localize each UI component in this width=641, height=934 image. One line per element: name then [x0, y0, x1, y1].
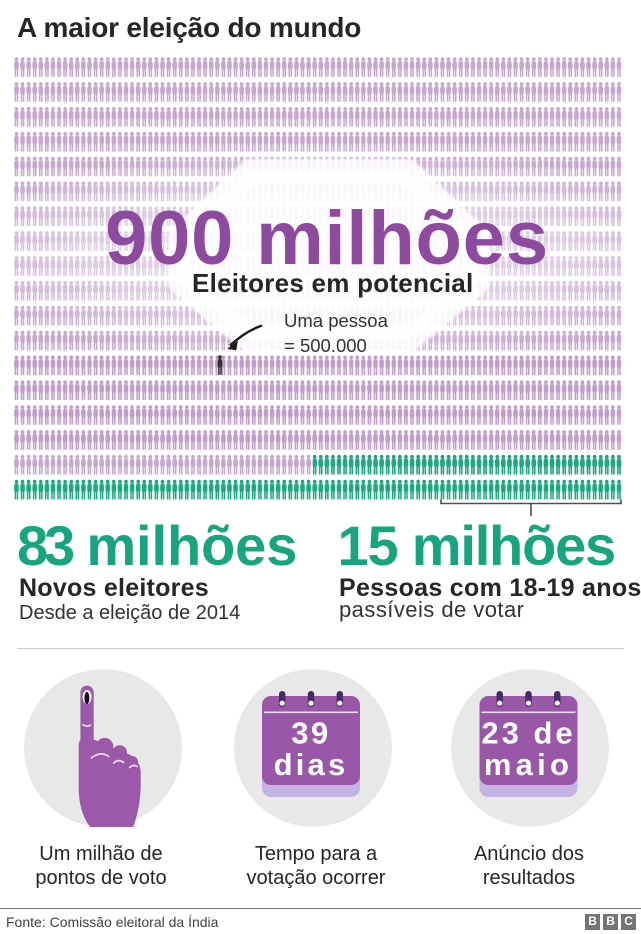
svg-text:dias: dias — [274, 747, 349, 782]
svg-text:maio: maio — [483, 747, 572, 782]
svg-text:23 de: 23 de — [481, 716, 575, 751]
svg-text:39: 39 — [291, 716, 330, 751]
